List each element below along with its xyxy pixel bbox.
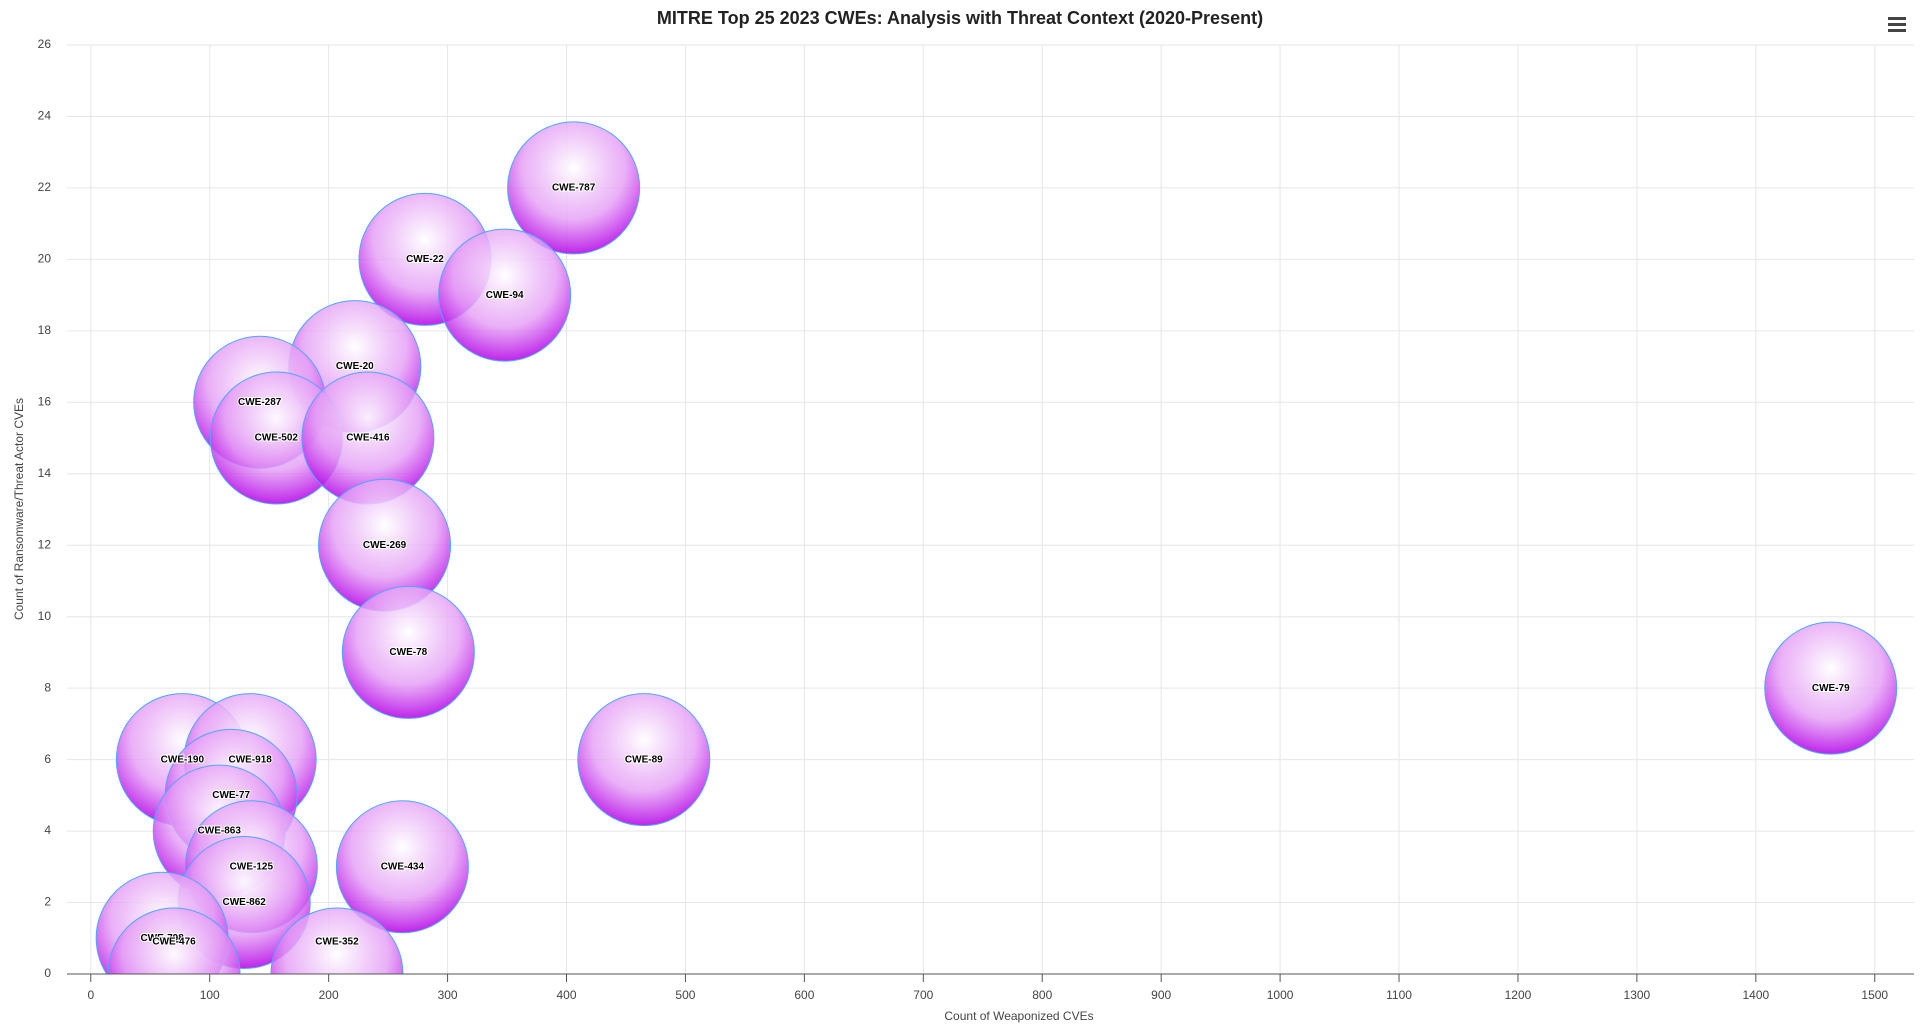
data-label: CWE-22 bbox=[406, 254, 444, 265]
y-tick-label: 10 bbox=[38, 609, 52, 623]
menu-button[interactable] bbox=[1888, 17, 1906, 32]
data-label: CWE-798 bbox=[140, 933, 184, 944]
x-tick-label: 1200 bbox=[1505, 988, 1532, 1002]
y-tick-label: 6 bbox=[44, 752, 51, 766]
data-label: CWE-352 bbox=[315, 937, 359, 948]
x-tick-label: 300 bbox=[438, 988, 458, 1002]
y-tick-label: 2 bbox=[44, 895, 51, 909]
y-axis-title: Count of Ransomware/Threat Actor CVEs bbox=[12, 398, 26, 620]
y-tick-label: 20 bbox=[38, 252, 52, 266]
bubble bbox=[438, 228, 572, 362]
y-tick-label: 18 bbox=[38, 323, 52, 337]
bubble bbox=[507, 121, 641, 255]
x-tick-label: 1300 bbox=[1624, 988, 1651, 1002]
data-label: CWE-434 bbox=[381, 861, 425, 872]
bubble bbox=[335, 800, 469, 934]
x-tick-label: 600 bbox=[794, 988, 814, 1002]
y-tick-label: 16 bbox=[38, 394, 52, 408]
data-label: CWE-20 bbox=[336, 361, 374, 372]
data-label: CWE-125 bbox=[230, 861, 274, 872]
bubble bbox=[107, 907, 241, 974]
bubble bbox=[270, 907, 404, 974]
data-label: CWE-787 bbox=[552, 183, 596, 194]
data-label: CWE-94 bbox=[486, 290, 524, 301]
x-tick-label: 1500 bbox=[1861, 988, 1888, 1002]
data-label: CWE-863 bbox=[198, 826, 242, 837]
x-tick-label: 700 bbox=[913, 988, 933, 1002]
y-tick-label: 14 bbox=[38, 466, 52, 480]
chart-title: MITRE Top 25 2023 CWEs: Analysis with Th… bbox=[657, 8, 1263, 28]
x-tick-label: 1400 bbox=[1742, 988, 1769, 1002]
data-label: CWE-190 bbox=[161, 754, 205, 765]
y-tick-label: 22 bbox=[38, 180, 52, 194]
x-tick-label: 500 bbox=[675, 988, 695, 1002]
data-label: CWE-862 bbox=[223, 897, 267, 908]
data-label: CWE-502 bbox=[255, 433, 299, 444]
x-axis-title: Count of Weaponized CVEs bbox=[944, 1009, 1093, 1023]
x-tick-label: 1000 bbox=[1267, 988, 1294, 1002]
bubble bbox=[577, 693, 711, 827]
bubble bbox=[341, 585, 475, 719]
data-label: CWE-416 bbox=[346, 433, 390, 444]
data-label: CWE-918 bbox=[228, 754, 272, 765]
data-label: CWE-79 bbox=[1812, 683, 1850, 694]
x-tick-label: 200 bbox=[319, 988, 339, 1002]
bubble bbox=[1764, 621, 1898, 755]
x-tick-label: 0 bbox=[87, 988, 94, 1002]
x-tick-label: 800 bbox=[1032, 988, 1052, 1002]
y-tick-label: 8 bbox=[44, 680, 51, 694]
data-label: CWE-89 bbox=[625, 754, 663, 765]
data-label: CWE-287 bbox=[238, 397, 282, 408]
data-label: CWE-269 bbox=[363, 540, 407, 551]
x-tick-label: 400 bbox=[556, 988, 576, 1002]
x-tick-label: 1100 bbox=[1386, 988, 1412, 1002]
y-tick-label: 4 bbox=[44, 823, 51, 837]
x-tick-label: 100 bbox=[200, 988, 220, 1002]
data-label: CWE-77 bbox=[212, 790, 250, 801]
y-tick-label: 0 bbox=[44, 966, 51, 980]
x-tick-label: 900 bbox=[1151, 988, 1171, 1002]
data-label: CWE-476 bbox=[152, 937, 196, 948]
y-tick-label: 12 bbox=[38, 537, 52, 551]
y-tick-label: 26 bbox=[38, 37, 52, 51]
data-label: CWE-78 bbox=[389, 647, 427, 658]
y-tick-label: 24 bbox=[38, 109, 52, 123]
